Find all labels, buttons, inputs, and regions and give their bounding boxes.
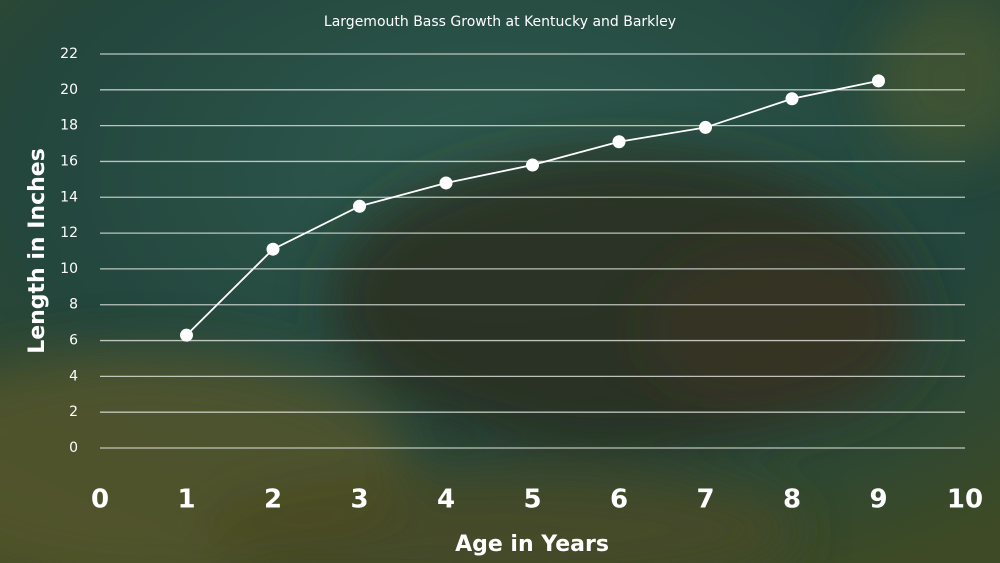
data-point xyxy=(699,120,712,134)
y-tick-label: 20 xyxy=(60,82,78,98)
data-point xyxy=(180,328,193,342)
x-tick-label: 0 xyxy=(91,485,109,515)
x-axis-label: Age in Years xyxy=(455,532,609,557)
data-point xyxy=(785,92,799,106)
y-tick-label: 4 xyxy=(69,368,78,384)
y-tick-label: 0 xyxy=(69,440,78,456)
x-tick-label: 10 xyxy=(947,485,983,515)
chart-title: Largemouth Bass Growth at Kentucky and B… xyxy=(324,14,676,30)
data-point xyxy=(266,242,280,256)
y-tick-label: 12 xyxy=(60,225,78,241)
x-tick-label: 7 xyxy=(696,485,714,515)
x-tick-label: 1 xyxy=(177,485,195,515)
y-tick-label: 10 xyxy=(60,261,78,277)
y-tick-label: 2 xyxy=(69,404,78,420)
x-tick-label: 9 xyxy=(869,485,887,515)
data-point xyxy=(353,199,366,213)
x-tick-label: 6 xyxy=(610,485,628,515)
y-tick-label: 8 xyxy=(69,297,78,313)
y-tick-label: 6 xyxy=(69,333,78,349)
data-point xyxy=(439,176,453,190)
y-axis-label: Length in Inches xyxy=(25,148,50,354)
y-tick-label: 22 xyxy=(60,46,78,62)
y-tick-label: 18 xyxy=(60,118,78,134)
y-tick-label: 14 xyxy=(60,189,78,205)
x-tick-label: 3 xyxy=(350,485,368,515)
data-point xyxy=(872,74,885,88)
y-tick-label: 16 xyxy=(60,153,78,169)
x-tick-label: 5 xyxy=(523,485,541,515)
data-point xyxy=(612,135,626,149)
x-tick-label: 2 xyxy=(264,485,282,515)
x-tick-label: 8 xyxy=(783,485,801,515)
x-tick-label: 4 xyxy=(437,485,455,515)
data-point xyxy=(526,158,539,172)
